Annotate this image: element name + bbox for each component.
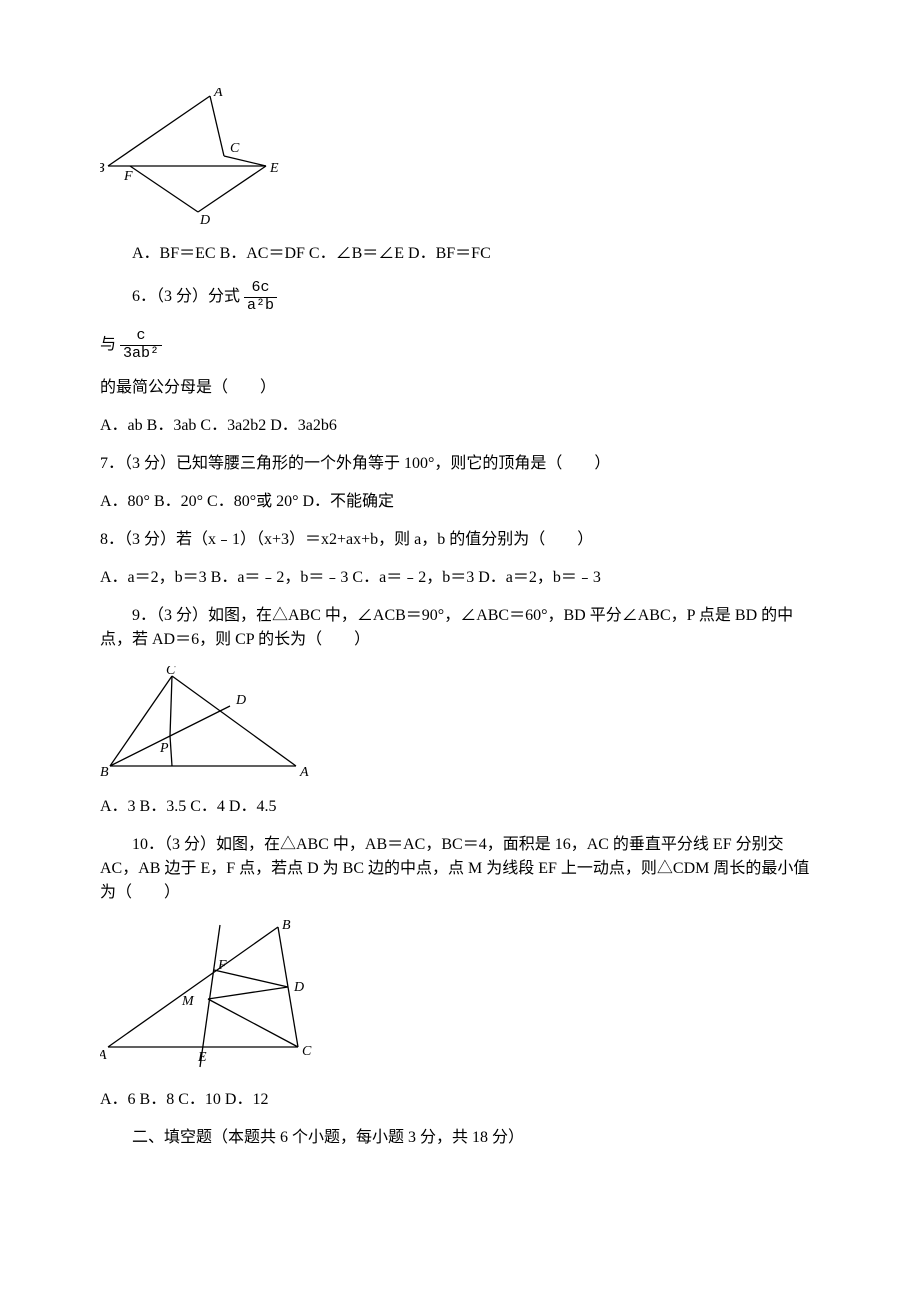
- q10-label-F: F: [217, 958, 227, 973]
- q9-label-P: P: [159, 741, 169, 756]
- q9-stem: 9．（3 分）如图，在△ABC 中，∠ACB＝90°，∠ABC＝60°，BD 平…: [100, 604, 820, 652]
- q8-stem: 8．（3 分）若（x﹣1）（x+3）＝x2+ax+b，则 a，b 的值分别为（ …: [100, 528, 820, 552]
- q9-diagram: B A C D P: [100, 666, 820, 781]
- q5-label-A: A: [213, 88, 223, 100]
- q6-frac1: 6c a²b: [244, 280, 277, 314]
- q10-label-M: M: [181, 994, 195, 1009]
- q9-label-A: A: [299, 765, 309, 780]
- q6-options: A．ab B．3ab C．3a2b2 D．3a2b6: [100, 414, 820, 438]
- q10-label-C: C: [302, 1044, 312, 1059]
- q10-label-D: D: [293, 980, 304, 995]
- q7-options: A．80° B．20° C．80°或 20° D．不能确定: [100, 490, 820, 514]
- section2-heading: 二、填空题（本题共 6 个小题，每小题 3 分，共 18 分）: [100, 1126, 820, 1150]
- q6-stem-line2: 与 c 3ab²: [100, 328, 820, 362]
- q9-label-D: D: [235, 693, 246, 708]
- q8-options: A．a＝2，b＝3 B．a＝﹣2，b＝﹣3 C．a＝﹣2，b＝3 D．a＝2，b…: [100, 566, 820, 590]
- q6-stem-line1: 6．（3 分）分式 6c a²b: [100, 280, 820, 314]
- q10-diagram: A B C D E F M: [100, 919, 820, 1074]
- q6-frac2-den: 3ab²: [120, 346, 162, 363]
- q5-diagram: A B C D E F: [100, 88, 820, 228]
- q5-label-B: B: [100, 161, 105, 176]
- q6-stem-tail: 的最简公分母是（ ）: [100, 376, 820, 400]
- q7-stem: 7．（3 分）已知等腰三角形的一个外角等于 100°，则它的顶角是（ ）: [100, 452, 820, 476]
- q5-label-F: F: [123, 169, 133, 184]
- q10-label-E: E: [197, 1050, 207, 1065]
- q6-frac2-num: c: [120, 328, 162, 346]
- q9-svg: B A C D P: [100, 666, 310, 781]
- q5-label-D: D: [199, 213, 210, 228]
- q6-mid-prefix: 与: [100, 333, 116, 357]
- q10-label-A: A: [100, 1048, 107, 1063]
- q6-frac1-den: a²b: [244, 298, 277, 315]
- q5-svg: A B C D E F: [100, 88, 280, 228]
- q5-label-C: C: [230, 141, 240, 156]
- q9-options: A．3 B．3.5 C．4 D．4.5: [100, 795, 820, 819]
- q6-frac1-num: 6c: [244, 280, 277, 298]
- q5-label-E: E: [269, 161, 279, 176]
- q10-stem: 10．（3 分）如图，在△ABC 中，AB＝AC，BC＝4，面积是 16，AC …: [100, 833, 820, 905]
- q9-label-C: C: [166, 666, 176, 678]
- q5-options: A．BF＝EC B．AC＝DF C．∠B＝∠E D．BF＝FC: [100, 242, 820, 266]
- q9-label-B: B: [100, 765, 109, 780]
- q10-label-B: B: [282, 919, 291, 933]
- q10-options: A．6 B．8 C．10 D．12: [100, 1088, 820, 1112]
- q6-frac2: c 3ab²: [120, 328, 162, 362]
- q6-prefix: 6．（3 分）分式: [132, 285, 240, 309]
- q10-svg: A B C D E F M: [100, 919, 320, 1074]
